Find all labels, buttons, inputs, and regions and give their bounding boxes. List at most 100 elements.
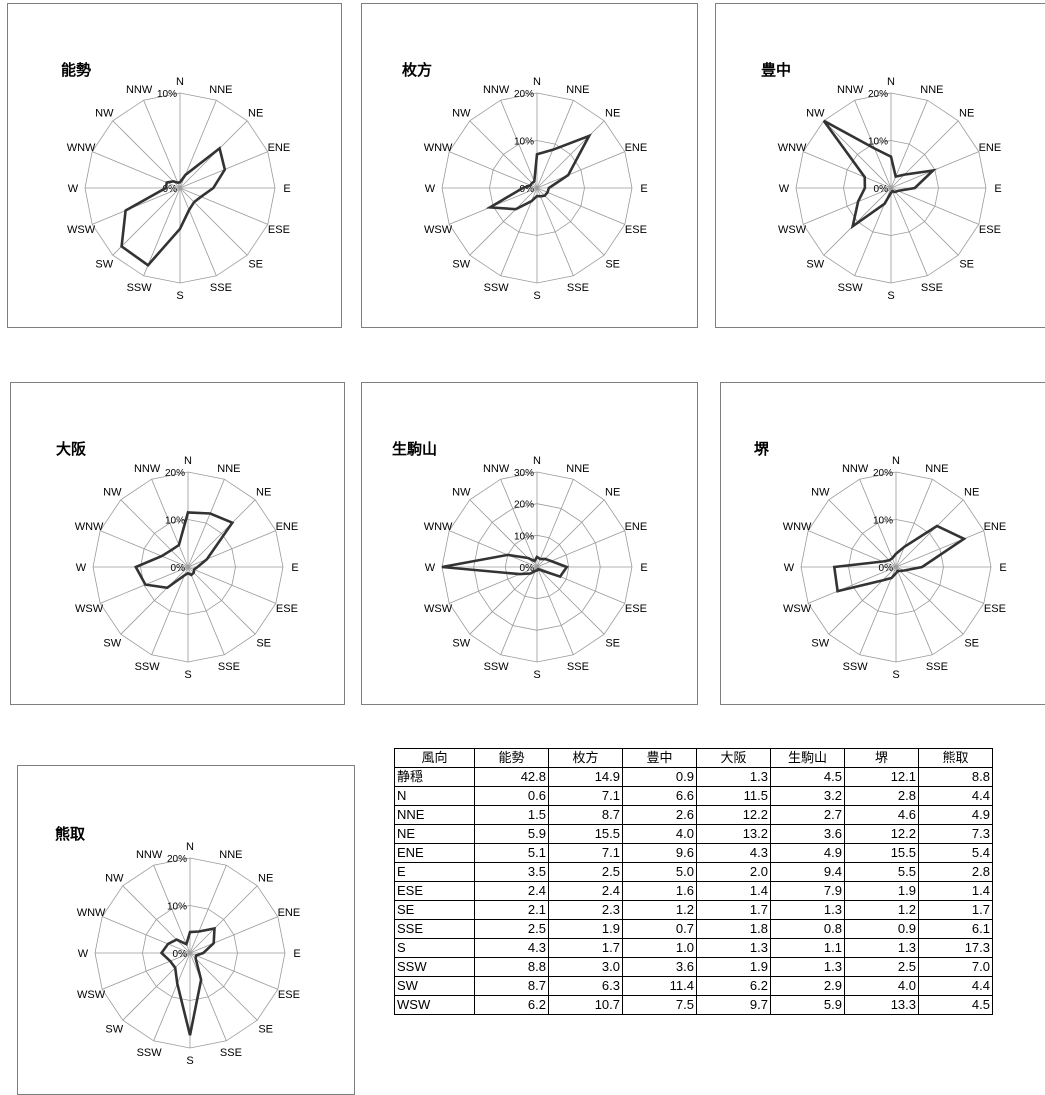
header-cell: 生駒山 bbox=[770, 748, 845, 768]
direction-label: SE bbox=[258, 1024, 273, 1036]
spoke bbox=[828, 499, 897, 568]
spoke bbox=[536, 187, 625, 225]
direction-label: S bbox=[892, 669, 899, 681]
direction-label: NW bbox=[452, 107, 471, 119]
direction-label: NW bbox=[811, 486, 830, 498]
direction-label: W bbox=[425, 562, 436, 574]
direction-label: SSE bbox=[921, 282, 943, 294]
direction-label: SSW bbox=[484, 282, 510, 294]
ring-label: 10% bbox=[157, 89, 177, 100]
spoke bbox=[536, 120, 605, 189]
value-cell: 0.7 bbox=[622, 919, 697, 939]
spoke bbox=[890, 120, 959, 189]
direction-label: NNW bbox=[134, 463, 161, 475]
spoke bbox=[854, 100, 892, 189]
value-cell: 3.0 bbox=[548, 957, 623, 977]
value-cell: 9.6 bbox=[622, 843, 697, 863]
value-cell: 12.2 bbox=[696, 805, 771, 825]
ring-label: 10% bbox=[868, 137, 888, 148]
radar-svg: 0% 10% 20%N NNE NE ENE E ESE SE SSE S SSW SW WSW W WNW N… bbox=[77, 841, 301, 1067]
direction-cell: ESE bbox=[394, 881, 475, 901]
ring-label: 20% bbox=[514, 500, 534, 511]
value-cell: 1.7 bbox=[696, 900, 771, 920]
direction-label: ENE bbox=[276, 521, 299, 533]
direction-cell: WSW bbox=[394, 995, 475, 1015]
table-row: E 3.5 2.5 5.0 2.0 9.4 5.5 2.8 bbox=[394, 862, 993, 882]
value-cell: 8.7 bbox=[548, 805, 623, 825]
spoke bbox=[536, 187, 605, 256]
ring-label: 20% bbox=[514, 89, 534, 100]
spoke bbox=[890, 100, 928, 189]
direction-label: WNW bbox=[75, 521, 104, 533]
spoke bbox=[100, 530, 189, 568]
direction-label: SSE bbox=[218, 661, 240, 673]
value-cell: 2.8 bbox=[918, 862, 993, 882]
spoke bbox=[189, 916, 278, 954]
direction-label: SW bbox=[105, 1024, 123, 1036]
direction-label: ENE bbox=[268, 142, 291, 154]
value-cell: 6.2 bbox=[696, 976, 771, 996]
direction-label: ESE bbox=[625, 224, 647, 236]
direction-label: N bbox=[533, 455, 541, 467]
ring-label: 0% bbox=[520, 184, 535, 195]
spoke bbox=[112, 187, 181, 256]
value-cell: 5.0 bbox=[622, 862, 697, 882]
direction-label: E bbox=[640, 562, 647, 574]
direction-label: NNE bbox=[925, 463, 948, 475]
spoke bbox=[500, 566, 538, 655]
radar-chart-hirakata: 枚方 0% 10% 20% N NNE NE ENE E ESE SE SSE S SSW SW WSW W W… bbox=[361, 3, 698, 328]
value-cell: 7.1 bbox=[548, 843, 623, 863]
radar-svg: 0% 10% 20%N NNE NE ENE E ESE SE SSE S SSW SW WSW W WNW N… bbox=[424, 76, 648, 302]
series-line bbox=[120, 146, 227, 267]
table-row: NNE 1.5 8.7 2.6 12.2 2.7 4.6 4.9 bbox=[394, 805, 993, 825]
radar-chart-sakai: 堺 0% 10% 20% N NNE NE ENE E ESE SE SSE S SSW SW WSW W WN… bbox=[720, 382, 1045, 705]
direction-label: NE bbox=[605, 486, 620, 498]
header-cell: 枚方 bbox=[548, 748, 623, 768]
value-cell: 7.3 bbox=[918, 824, 993, 844]
spoke bbox=[859, 479, 897, 568]
radar-chart-osaka: 大阪 0% 10% 20% N NNE NE ENE E ESE SE SSE S SSW SW WSW W W… bbox=[10, 382, 345, 705]
value-cell: 4.9 bbox=[770, 843, 845, 863]
direction-label: NW bbox=[103, 486, 122, 498]
spoke bbox=[803, 151, 892, 189]
value-cell: 1.3 bbox=[696, 938, 771, 958]
value-cell: 1.9 bbox=[844, 881, 919, 901]
table-row: S 4.3 1.7 1.0 1.3 1.1 1.3 17.3 bbox=[394, 938, 993, 958]
ring-label: 0% bbox=[879, 563, 894, 574]
spoke bbox=[187, 479, 225, 568]
value-cell: 3.6 bbox=[622, 957, 697, 977]
value-cell: 4.6 bbox=[844, 805, 919, 825]
value-cell: 8.8 bbox=[918, 767, 993, 787]
direction-label: E bbox=[640, 183, 647, 195]
value-cell: 14.9 bbox=[548, 767, 623, 787]
ring-label: 10% bbox=[514, 137, 534, 148]
spoke bbox=[500, 100, 538, 189]
value-cell: 42.8 bbox=[474, 767, 549, 787]
spoke bbox=[536, 151, 625, 189]
direction-label: SSW bbox=[484, 661, 510, 673]
ring-label: 20% bbox=[165, 468, 185, 479]
spoke bbox=[449, 530, 538, 568]
direction-label: S bbox=[176, 290, 183, 302]
value-cell: 1.9 bbox=[696, 957, 771, 977]
direction-label: WNW bbox=[67, 142, 96, 154]
direction-label: WSW bbox=[424, 603, 453, 615]
value-cell: 9.4 bbox=[770, 862, 845, 882]
direction-label: W bbox=[78, 948, 89, 960]
ring-label: 10% bbox=[165, 516, 185, 527]
spoke bbox=[895, 566, 984, 604]
value-cell: 11.4 bbox=[622, 976, 697, 996]
value-cell: 13.3 bbox=[844, 995, 919, 1015]
spoke bbox=[890, 187, 979, 225]
spoke bbox=[122, 885, 191, 954]
chart-title: 能勢 bbox=[61, 61, 92, 79]
ring-label: 0% bbox=[520, 563, 535, 574]
direction-label: SE bbox=[964, 638, 979, 650]
direction-label: E bbox=[999, 562, 1006, 574]
direction-label: NNW bbox=[842, 463, 869, 475]
radar-svg: 0% 10% 20%N NNE NE ENE E ESE SE SSE S SSW SW WSW W WNW N… bbox=[783, 455, 1007, 681]
direction-label: N bbox=[887, 76, 895, 88]
direction-label: SE bbox=[248, 259, 263, 271]
value-cell: 4.4 bbox=[918, 786, 993, 806]
chart-title: 枚方 bbox=[402, 61, 433, 79]
